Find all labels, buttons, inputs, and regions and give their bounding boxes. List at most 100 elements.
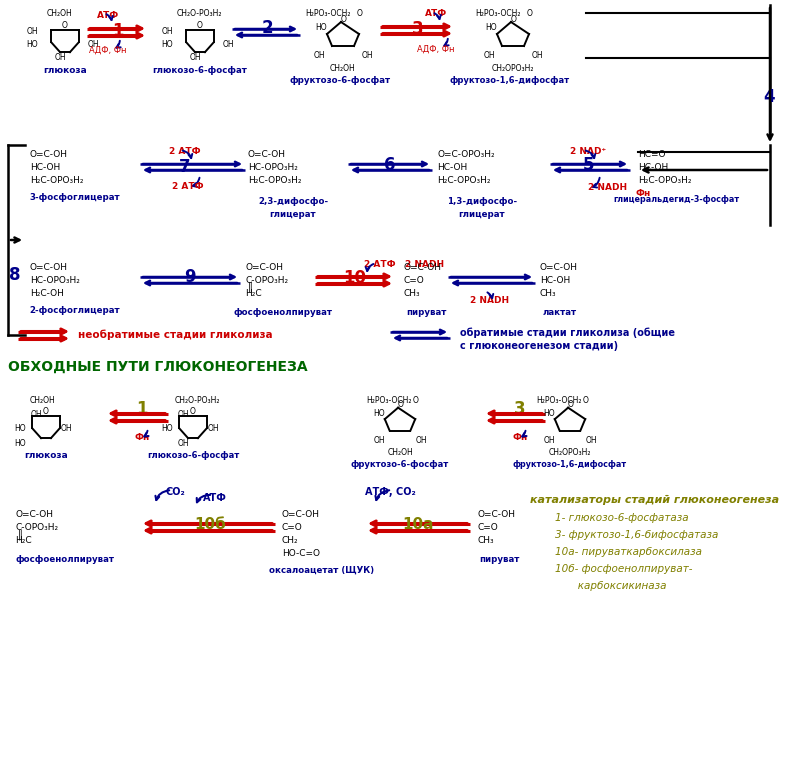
Text: 9: 9 [184,268,196,286]
Text: HO: HO [161,40,173,49]
Text: 4: 4 [763,88,775,106]
Text: глюкоза: глюкоза [43,66,87,75]
Text: OH: OH [374,436,385,445]
Text: ОБХОДНЫЕ ПУТИ ГЛЮКОНЕОГЕНЕЗА: ОБХОДНЫЕ ПУТИ ГЛЮКОНЕОГЕНЕЗА [8,360,308,374]
Text: HO: HO [316,23,327,32]
Text: CH₂: CH₂ [282,536,299,545]
Text: 10б: 10б [194,517,226,532]
Text: 6: 6 [384,156,396,174]
Text: карбоксикиназа: карбоксикиназа [555,581,666,591]
Text: глюкозо-6-фосфат: глюкозо-6-фосфат [147,451,239,460]
Text: HO-C=O: HO-C=O [282,549,320,558]
Text: O: O [527,9,533,18]
Text: H₂C: H₂C [15,536,32,545]
Text: HC-OPO₃H₂: HC-OPO₃H₂ [30,276,80,285]
Text: фосфоенолпируват: фосфоенолпируват [15,555,114,564]
Text: O: O [43,407,49,416]
Text: CH₂OPO₃H₂: CH₂OPO₃H₂ [549,448,591,457]
Text: OH: OH [61,424,72,433]
Text: 2 АТФ: 2 АТФ [364,260,396,269]
Text: O: O [398,400,404,410]
Text: 3: 3 [514,400,525,418]
Text: H₂C: H₂C [245,289,262,298]
Text: HC=O: HC=O [638,150,665,159]
Text: O: O [357,9,363,18]
Text: H₂C-OPO₃H₂: H₂C-OPO₃H₂ [437,176,491,185]
Text: ‖: ‖ [248,282,253,292]
Text: глицеральдегид-3-фосфат: глицеральдегид-3-фосфат [613,195,739,204]
Text: H₂PO₃-OCH₂: H₂PO₃-OCH₂ [536,396,581,405]
Text: 2 NADH: 2 NADH [588,183,627,192]
Text: катализаторы стадий глюконеогенеза: катализаторы стадий глюконеогенеза [530,495,780,505]
Text: O: O [197,21,203,30]
Text: O=C-OPO₃H₂: O=C-OPO₃H₂ [437,150,494,159]
Text: H₂C-OPO₃H₂: H₂C-OPO₃H₂ [30,176,83,185]
Text: глюкоза: глюкоза [24,451,68,460]
Text: O: O [413,396,419,405]
Text: АТФ: АТФ [425,9,447,18]
Text: C-OPO₃H₂: C-OPO₃H₂ [245,276,288,285]
Text: 3- фруктозо-1,6-бифосфатаза: 3- фруктозо-1,6-бифосфатаза [555,530,719,540]
Text: фосфоенолпируват: фосфоенолпируват [234,308,332,317]
Text: Фн: Фн [134,433,149,442]
Text: 10а: 10а [402,517,434,532]
Text: H₂PO₃-OCH₂: H₂PO₃-OCH₂ [305,9,351,18]
Text: CH₃: CH₃ [477,536,494,545]
Text: 3: 3 [412,20,424,38]
Text: CH₃: CH₃ [403,289,420,298]
Text: 2 NADH: 2 NADH [405,260,444,269]
Text: C-OPO₃H₂: C-OPO₃H₂ [15,523,58,532]
Text: OH: OH [190,53,202,62]
Text: 2,3-дифосфо-: 2,3-дифосфо- [258,197,328,206]
Text: OH: OH [223,40,235,49]
Text: OH: OH [208,424,219,433]
Text: АТФ, CO₂: АТФ, CO₂ [365,487,415,497]
Text: 1,3-дифосфо-: 1,3-дифосфо- [447,197,517,206]
Text: АТФ: АТФ [97,11,119,20]
Text: необратимые стадии гликолиза: необратимые стадии гликолиза [78,330,273,340]
Text: OH: OH [178,439,190,448]
Text: 5: 5 [582,156,594,174]
Text: O=C-OH: O=C-OH [15,510,53,519]
Text: H₂PO₃-OCH₂: H₂PO₃-OCH₂ [475,9,521,18]
Text: O: O [568,400,574,410]
Text: O: O [341,14,347,23]
Text: CH₂OH: CH₂OH [330,64,356,73]
Text: фруктозо-1,6-дифосфат: фруктозо-1,6-дифосфат [450,76,570,85]
Text: ‖: ‖ [18,529,23,540]
Text: глюкозо-6-фосфат: глюкозо-6-фосфат [153,66,247,75]
Text: глицерат: глицерат [459,210,506,219]
Text: OH: OH [416,436,428,445]
Text: фруктозо-1,6-дифосфат: фруктозо-1,6-дифосфат [513,460,627,469]
Text: C=O: C=O [477,523,498,532]
Text: CH₂OH: CH₂OH [387,448,413,457]
Text: OH: OH [532,51,544,60]
Text: 10: 10 [343,269,366,287]
Text: CH₂O-PO₃H₂: CH₂O-PO₃H₂ [175,396,220,405]
Text: CO₂: CO₂ [165,487,185,497]
Text: HO: HO [543,409,555,418]
Text: CH₂OPO₃H₂: CH₂OPO₃H₂ [492,64,534,73]
Text: OH: OH [483,51,495,60]
Text: HC-OH: HC-OH [30,163,60,172]
Text: 10б- фосфоенолпируват-: 10б- фосфоенолпируват- [555,564,692,574]
Text: O: O [62,21,68,30]
Text: O: O [190,407,196,416]
Text: H₂C-OH: H₂C-OH [30,289,64,298]
Text: 3-фосфоглицерат: 3-фосфоглицерат [29,193,120,202]
Text: OH: OH [178,410,190,419]
Text: O: O [583,396,589,405]
Text: глицерат: глицерат [270,210,316,219]
Text: 10а- пируваткарбоксилаза: 10а- пируваткарбоксилаза [555,547,702,557]
Text: HO: HO [14,424,26,433]
Text: O=C-OH: O=C-OH [248,150,286,159]
Text: H₂C-OPO₃H₂: H₂C-OPO₃H₂ [638,176,692,185]
Text: Фн: Фн [635,189,650,198]
Text: OH: OH [586,436,598,445]
Text: 2 NADH: 2 NADH [471,296,510,305]
Text: с глюконеогенезом стадии): с глюконеогенезом стадии) [460,341,619,351]
Text: 1: 1 [112,22,124,40]
Text: O=C-OH: O=C-OH [540,263,578,272]
Text: CH₃: CH₃ [540,289,556,298]
Text: HO: HO [374,409,385,418]
